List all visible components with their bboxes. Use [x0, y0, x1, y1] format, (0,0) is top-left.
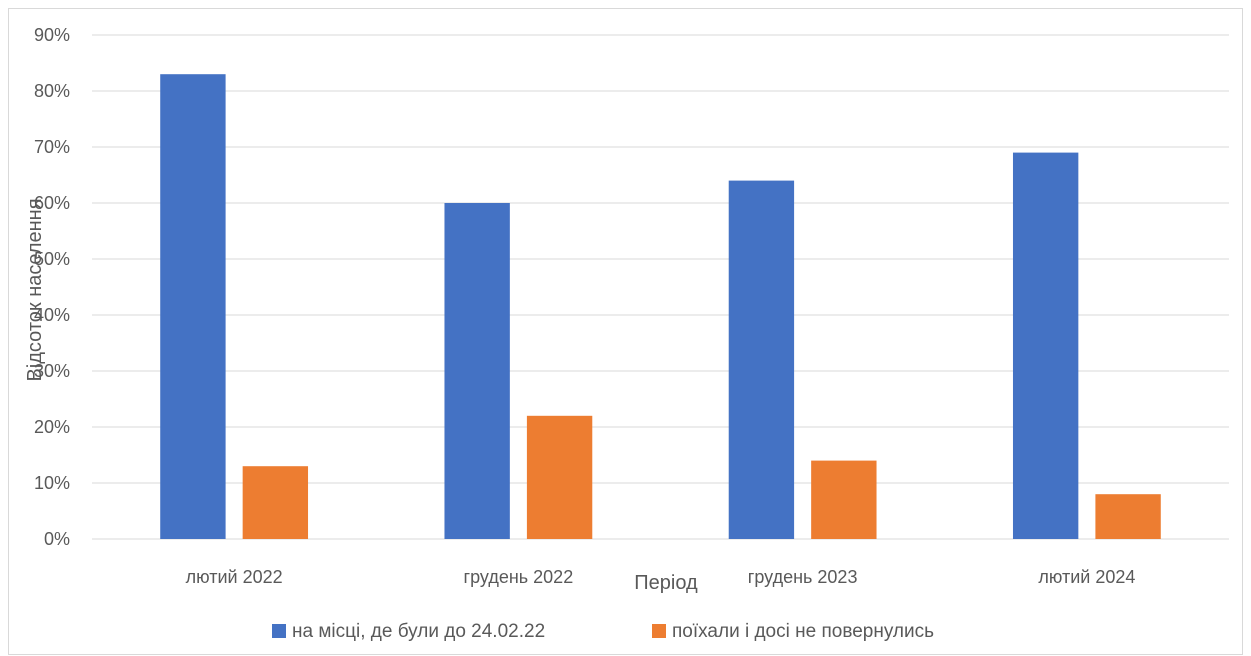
x-axis-ticks: лютий 2022 грудень 2022 грудень 2023 лютий … — [186, 567, 1136, 587]
y-axis-title: Відсоток населення — [24, 198, 46, 381]
y-tick-label: 30% — [34, 361, 70, 381]
bar-left-4 — [1095, 494, 1161, 539]
y-tick-label: 80% — [34, 81, 70, 101]
legend-label: на місці, де були до 24.02.22 — [292, 621, 545, 642]
legend: на місці, де були до 24.02.22 поїхали і д… — [272, 621, 934, 642]
y-tick-label: 50% — [34, 249, 70, 269]
bars — [160, 74, 1161, 539]
bar-stayed-4 — [1012, 152, 1079, 539]
y-axis-ticks: 0% 10% 20% 30% 40% 50% 60% 70% 80% 90% — [34, 25, 70, 549]
bar-stayed-1 — [160, 74, 226, 539]
bar-stayed-3 — [728, 180, 795, 539]
bar-stayed-2 — [444, 203, 510, 539]
x-tick-label: лютий 2024 — [1038, 567, 1135, 587]
y-tick-label: 20% — [34, 417, 70, 437]
y-tick-label: 90% — [34, 25, 70, 45]
x-tick-label: грудень 2023 — [748, 567, 858, 587]
bar-left-3 — [811, 460, 877, 539]
y-tick-label: 60% — [34, 193, 70, 213]
x-axis-title: Період — [634, 572, 698, 594]
bar-left-2 — [526, 415, 593, 539]
y-tick-label: 10% — [34, 473, 70, 493]
x-tick-label: грудень 2022 — [464, 567, 574, 587]
legend-swatch — [652, 624, 666, 638]
bar-left-1 — [242, 466, 309, 539]
y-tick-label: 70% — [34, 137, 70, 157]
legend-label: поїхали і досі не повернулись — [672, 621, 934, 642]
y-tick-label: 0% — [44, 529, 70, 549]
y-tick-label: 40% — [34, 305, 70, 325]
legend-swatch — [272, 624, 286, 638]
x-tick-label: лютий 2022 — [186, 567, 283, 587]
